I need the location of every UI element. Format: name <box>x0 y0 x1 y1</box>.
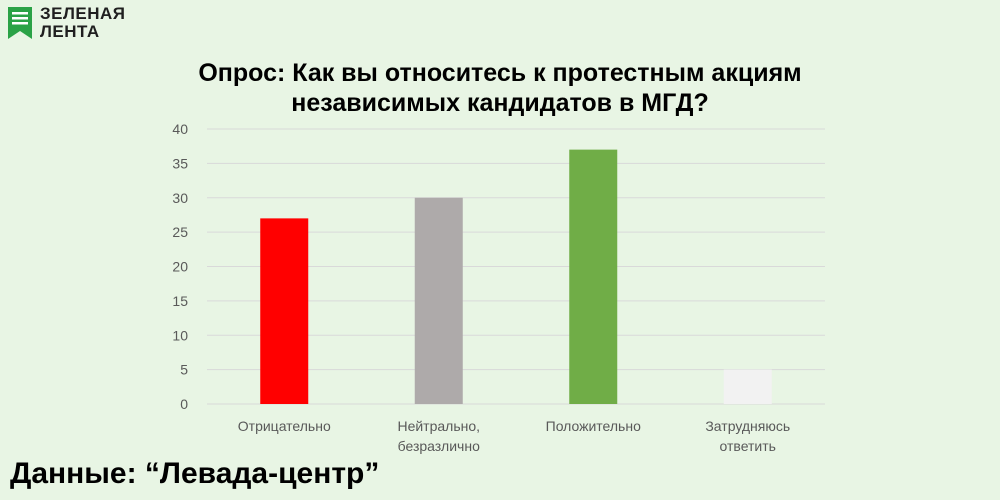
x-tick-label: безразлично <box>398 438 480 454</box>
source-label: Данные: “Левада-центр” <box>10 457 380 490</box>
x-tick-label: Положительно <box>546 418 641 434</box>
logo-line-2: ЛЕНТА <box>40 22 100 41</box>
y-tick-label: 0 <box>180 396 188 412</box>
y-tick-label: 15 <box>172 293 188 309</box>
y-tick-label: 40 <box>172 121 188 137</box>
chart-title-line-2: независимых кандидатов в МГД? <box>291 89 709 117</box>
x-tick-label: ответить <box>720 438 776 454</box>
y-tick-label: 20 <box>172 259 188 275</box>
bar <box>260 218 309 404</box>
bar <box>414 197 463 404</box>
gridlines <box>207 128 825 405</box>
y-tick-label: 10 <box>172 327 188 343</box>
bars <box>260 149 772 404</box>
logo-line-1: ЗЕЛЕНАЯ <box>40 4 126 23</box>
y-tick-label: 5 <box>180 362 188 378</box>
x-tick-label: Затрудняюсь <box>705 418 790 434</box>
y-axis-ticks: 0 5 10 15 20 25 30 35 40 <box>172 121 188 412</box>
bar <box>569 149 618 404</box>
green-flag-document-icon <box>8 7 32 39</box>
y-tick-label: 30 <box>172 190 188 206</box>
bar <box>723 369 772 404</box>
y-tick-label: 25 <box>172 224 188 240</box>
logo: ЗЕЛЕНАЯ ЛЕНТА <box>6 5 126 41</box>
x-tick-label: Отрицательно <box>238 418 331 434</box>
logo-text: ЗЕЛЕНАЯ ЛЕНТА <box>40 5 126 41</box>
x-axis-labels: Отрицательно Нейтрально, безразлично Положи… <box>238 418 790 454</box>
chart-title: Опрос: Как вы относитесь к протестным ак… <box>0 58 1000 118</box>
y-tick-label: 35 <box>172 155 188 171</box>
chart-title-line-1: Опрос: Как вы относитесь к протестным ак… <box>198 59 802 87</box>
x-tick-label: Нейтрально, <box>397 418 480 434</box>
